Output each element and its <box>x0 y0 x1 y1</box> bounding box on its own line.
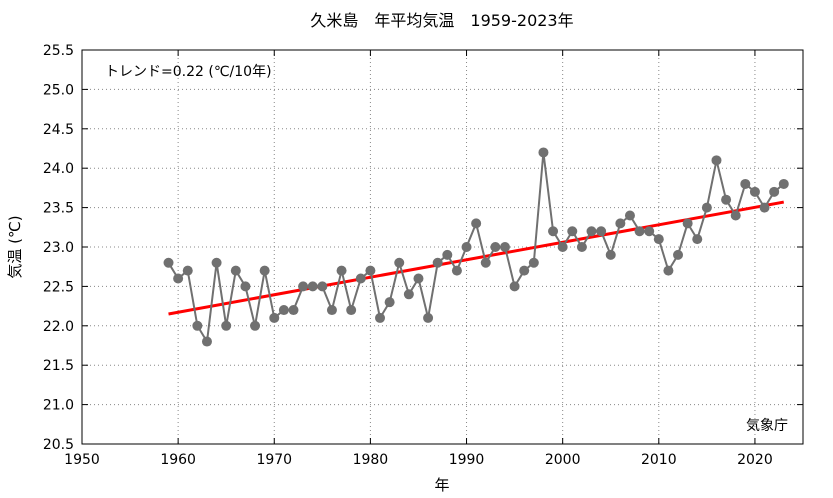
data-point <box>711 155 722 166</box>
data-point <box>730 210 741 221</box>
y-tick-label: 22.5 <box>43 279 74 295</box>
data-point <box>211 257 222 268</box>
x-tick-label: 2020 <box>737 452 773 468</box>
data-point <box>269 312 280 323</box>
x-axis-label: 年 <box>434 476 449 494</box>
data-point <box>490 242 501 252</box>
data-point <box>605 249 616 260</box>
data-point <box>586 226 597 237</box>
data-point <box>423 312 434 323</box>
data-point <box>182 265 193 276</box>
y-tick-label: 21.0 <box>43 398 74 414</box>
data-point <box>528 257 539 268</box>
x-tick-label: 1980 <box>353 452 389 468</box>
data-point <box>509 281 520 292</box>
data-point <box>365 265 376 276</box>
data-point <box>192 320 203 331</box>
series-line <box>167 152 785 345</box>
trend-layer <box>168 200 785 316</box>
data-point <box>557 242 568 252</box>
y-tick-label: 24.0 <box>43 161 74 177</box>
x-tick-label: 1990 <box>449 452 485 468</box>
axis-ticks: 20.5 21.0 21.5 22.0 22.5 23.0 23.5 24.0 24.5 25.0… <box>43 43 803 468</box>
data-point <box>326 305 337 316</box>
data-point <box>298 281 309 292</box>
data-point <box>721 194 732 205</box>
data-point <box>740 178 751 189</box>
chart-title: 久米島 年平均気温 1959-2023年 <box>310 11 573 30</box>
data-point <box>403 289 414 300</box>
x-tick-label: 1960 <box>160 452 196 468</box>
series-layer <box>163 147 789 347</box>
y-tick-label: 20.5 <box>43 437 74 453</box>
data-point <box>567 226 578 237</box>
data-point <box>701 202 712 213</box>
data-point <box>355 273 366 284</box>
data-point <box>307 281 318 292</box>
x-tick-label: 2010 <box>641 452 677 468</box>
data-point <box>653 234 664 245</box>
data-point <box>692 234 703 245</box>
data-point <box>336 265 347 276</box>
x-tick-label: 1950 <box>64 452 100 468</box>
data-point <box>394 257 405 268</box>
data-point <box>548 226 559 237</box>
data-point <box>173 273 184 284</box>
data-point <box>634 226 645 237</box>
data-point <box>346 305 357 316</box>
data-point <box>317 281 328 292</box>
data-point <box>749 186 760 197</box>
y-tick-label: 21.5 <box>43 358 74 374</box>
data-point <box>432 257 443 268</box>
y-tick-label: 25.0 <box>43 82 74 98</box>
data-point <box>288 305 299 316</box>
data-point <box>759 202 770 213</box>
data-point <box>663 265 674 276</box>
data-point <box>163 257 174 268</box>
data-point <box>375 312 386 323</box>
data-point <box>413 273 424 284</box>
y-tick-label: 22.0 <box>43 319 74 335</box>
data-point <box>384 297 395 308</box>
y-tick-label: 23.5 <box>43 201 74 217</box>
data-point <box>278 305 289 316</box>
data-point <box>576 242 587 252</box>
data-point <box>769 186 780 197</box>
data-point <box>596 226 607 237</box>
data-point <box>644 226 655 237</box>
data-point <box>778 178 789 189</box>
data-point <box>451 265 462 276</box>
y-tick-label: 24.5 <box>43 122 74 138</box>
data-point <box>461 242 472 252</box>
data-point <box>682 218 693 229</box>
data-point <box>471 218 482 229</box>
data-point <box>221 320 232 331</box>
y-tick-label: 25.5 <box>43 43 74 59</box>
source-annotation: 気象庁 <box>746 418 788 434</box>
trend-line <box>168 200 785 316</box>
grid <box>82 50 803 444</box>
data-point <box>673 249 684 260</box>
data-point <box>538 147 549 158</box>
x-tick-label: 2000 <box>545 452 581 468</box>
data-point <box>480 257 491 268</box>
data-point <box>519 265 530 276</box>
x-tick-label: 1970 <box>256 452 292 468</box>
data-point <box>442 249 453 260</box>
data-point <box>499 242 510 252</box>
y-tick-label: 23.0 <box>43 240 74 256</box>
y-axis-label: 気温 (℃) <box>6 215 24 278</box>
data-point <box>201 336 212 347</box>
data-point <box>624 210 635 221</box>
data-point <box>230 265 241 276</box>
data-point <box>250 320 261 331</box>
data-point <box>259 265 270 276</box>
data-point <box>615 218 626 229</box>
trend-annotation: トレンド=0.22 (℃/10年) <box>105 64 272 80</box>
data-point <box>240 281 251 292</box>
